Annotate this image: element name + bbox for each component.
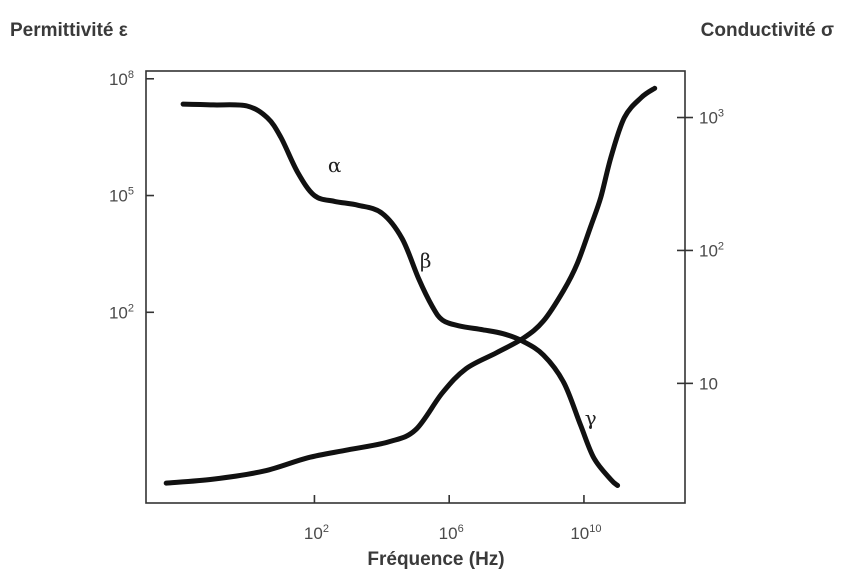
x-tick-label-0: 102	[304, 523, 329, 543]
x-tick-label-2-base: 10	[570, 524, 589, 543]
y-left-tick-label-1-exponent: 5	[128, 186, 134, 198]
y-right-tick-label-1-exponent: 2	[718, 240, 724, 252]
x-tick-label-1: 106	[439, 523, 464, 543]
region-annotations: α β γ	[328, 153, 597, 430]
x-tick-label-2-exponent: 10	[589, 523, 601, 535]
permittivity-curve	[180, 101, 621, 488]
y-right-axis-title: Conductivité σ	[701, 20, 834, 41]
beta-label: β	[420, 249, 432, 273]
y-left-tick-label-2: 102	[109, 302, 134, 322]
y-left-tick-label-2-exponent: 2	[128, 302, 134, 314]
y-left-axis-title: Permittivité ε	[10, 20, 128, 41]
x-tick-label-0-exponent: 2	[323, 523, 329, 535]
y-right-tick-label-2-base: 10	[699, 374, 718, 393]
x-axis-title: Fréquence (Hz)	[367, 549, 504, 570]
y-left-tick-label-2-base: 10	[109, 303, 128, 322]
y-left-tick-label-1-base: 10	[109, 187, 128, 206]
conductivity-curve	[163, 85, 658, 486]
x-tick-label-2: 1010	[570, 523, 601, 543]
y-right-tick-label-2: 10	[699, 374, 718, 393]
x-tick-label-1-base: 10	[439, 524, 458, 543]
y-right-tick-label-1: 102	[699, 240, 724, 260]
y-left-tick-label-1: 105	[109, 186, 134, 206]
y-left-tick-label-0: 108	[109, 69, 134, 89]
y-right-tick-label-0: 103	[699, 108, 724, 128]
plot-frame	[145, 70, 686, 504]
y-left-tick-label-0-base: 10	[109, 70, 128, 89]
alpha-label: α	[328, 153, 342, 177]
x-tick-label-1-exponent: 6	[458, 523, 464, 535]
y-right-tick-label-0-exponent: 3	[718, 108, 724, 120]
x-tick-label-0-base: 10	[304, 524, 323, 543]
curves	[163, 85, 658, 488]
y-left-tick-label-0-exponent: 8	[128, 69, 134, 81]
y-right-tick-label-0-base: 10	[699, 109, 718, 128]
gamma-label: γ	[585, 406, 597, 430]
y-right-tick-label-1-base: 10	[699, 241, 718, 260]
